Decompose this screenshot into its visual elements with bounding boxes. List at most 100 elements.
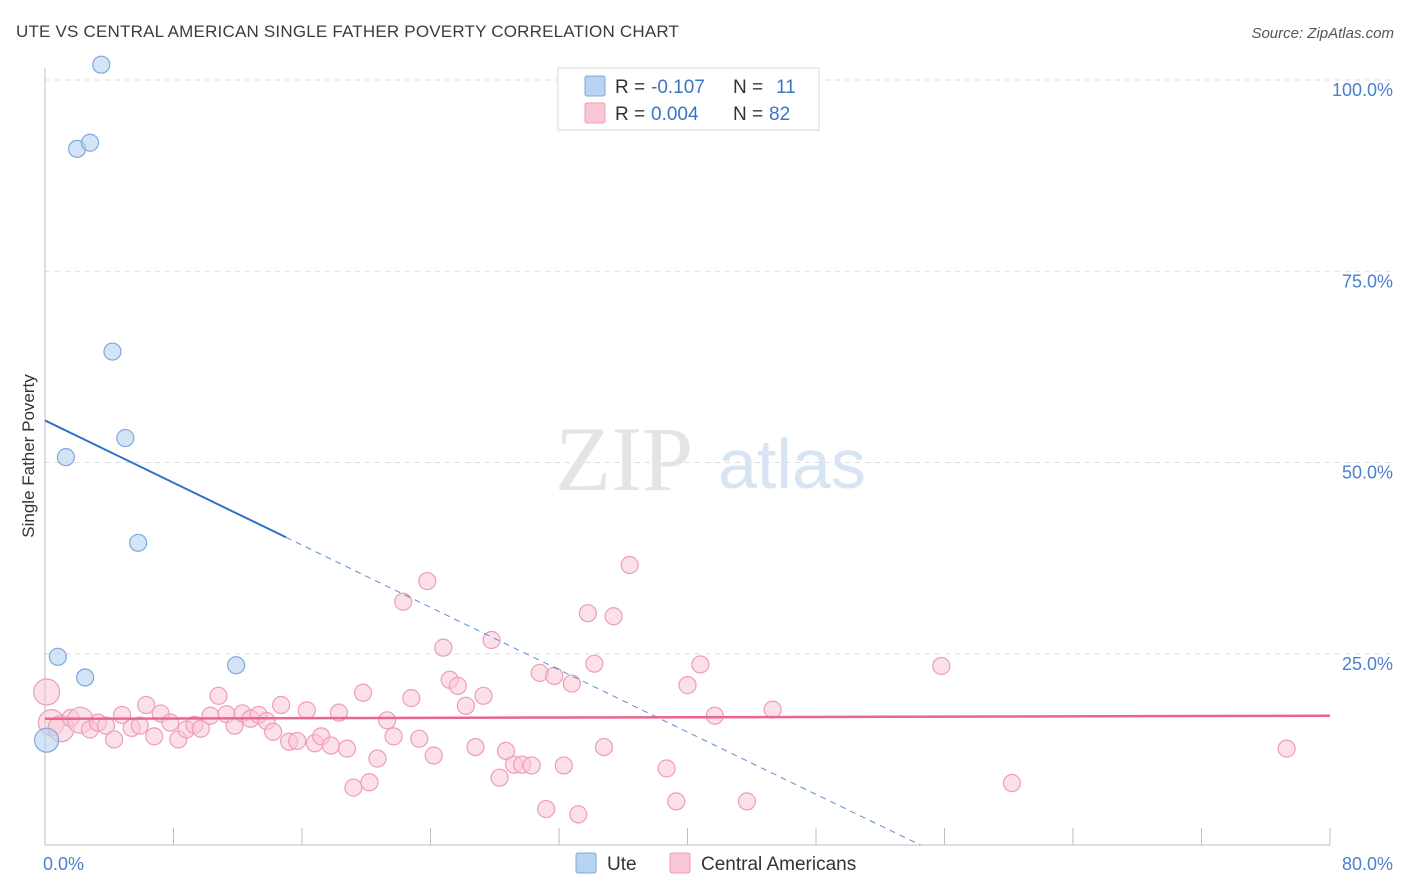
central-americans-point: [545, 666, 564, 686]
watermark: ZIP atlas: [555, 408, 866, 510]
central-americans-point: [691, 655, 710, 674]
central-americans-point: [378, 711, 397, 730]
ute-points: [34, 55, 246, 753]
legend-central-r-value: 0.004: [651, 104, 699, 125]
x-tick-label-max: 80.0%: [1342, 854, 1393, 874]
central-americans-point: [585, 654, 604, 673]
central-americans-point: [522, 756, 541, 775]
legend-central-r-label: R =: [615, 104, 645, 125]
central-americans-point: [1277, 739, 1296, 758]
legend-ute-n-value: 11: [776, 77, 796, 98]
central-americans-point: [418, 571, 437, 591]
central-americans-trend-line: [44, 714, 1331, 721]
central-americans-point: [104, 730, 124, 749]
y-tick-label: 25.0%: [1342, 654, 1393, 674]
central-americans-point: [474, 686, 493, 705]
ute-point: [56, 448, 75, 467]
central-americans-point: [288, 731, 307, 751]
central-americans-point: [201, 706, 220, 725]
central-americans-point: [402, 689, 421, 708]
y-tick-label: 75.0%: [1342, 271, 1393, 291]
legend: R = -0.107 N = 11 R = 0.004 N = 82: [557, 67, 820, 131]
central-americans-point: [932, 656, 951, 676]
central-americans-point: [448, 676, 467, 695]
source-label: Source: ZipAtlas.com: [1251, 25, 1394, 42]
bottom-legend-swatch-ute: [575, 852, 597, 874]
central-americans-point: [678, 676, 697, 695]
legend-ute-r-label: R =: [615, 77, 645, 98]
legend-swatch-ute: [584, 75, 606, 97]
legend-ute-r-value: -0.107: [651, 77, 705, 98]
central-americans-point: [321, 736, 341, 755]
ute-point: [116, 428, 135, 448]
central-americans-point: [1002, 773, 1022, 793]
central-americans-point: [161, 713, 180, 732]
bottom-legend-ute: Ute: [607, 854, 637, 875]
central-americans-point: [604, 607, 623, 626]
chart-title: UTE VS CENTRAL AMERICAN SINGLE FATHER PO…: [16, 22, 680, 41]
central-americans-point: [434, 638, 453, 657]
y-axis-label: Single Father Poverty: [19, 374, 38, 538]
central-americans-point: [456, 696, 475, 715]
ute-point: [48, 647, 67, 666]
central-americans-point: [96, 716, 116, 735]
y-tick-labels: 25.0% 50.0% 75.0% 100.0%: [1332, 80, 1393, 674]
central-americans-point: [263, 722, 283, 741]
legend-ute-n-label: N =: [733, 77, 763, 98]
bottom-legend-central: Central Americans: [701, 854, 856, 875]
ute-point: [92, 55, 111, 74]
central-americans-point: [763, 700, 782, 719]
central-americans-point: [496, 741, 516, 761]
ute-point: [103, 342, 122, 361]
central-americans-point: [537, 799, 556, 819]
central-americans-points: [33, 555, 1296, 824]
central-americans-point: [410, 729, 429, 748]
y-tick-label: 50.0%: [1342, 463, 1393, 483]
legend-central-n-label: N =: [733, 104, 763, 125]
ute-point: [227, 656, 246, 675]
watermark-zip: ZIP: [555, 408, 693, 510]
central-americans-point: [360, 773, 379, 792]
central-americans-point: [578, 604, 598, 623]
central-americans-point: [490, 768, 509, 787]
central-americans-point: [482, 630, 501, 650]
ute-trend-line: [44, 419, 287, 539]
central-americans-point: [344, 778, 363, 797]
ute-point: [76, 668, 95, 687]
central-americans-point: [466, 737, 485, 757]
grid-lines: [45, 79, 1393, 655]
legend-swatch-central: [584, 102, 606, 124]
central-americans-point: [569, 805, 588, 824]
bottom-legend-swatch-central: [669, 852, 691, 874]
central-americans-point: [145, 727, 164, 746]
central-americans-point: [191, 719, 210, 738]
central-americans-point: [209, 686, 228, 705]
y-tick-label: 100.0%: [1332, 80, 1393, 100]
central-americans-point: [130, 716, 149, 735]
central-americans-point: [137, 695, 156, 715]
x-tick-label-min: 0.0%: [43, 854, 84, 874]
bottom-legend: Ute Central Americans: [575, 852, 856, 875]
central-americans-point: [272, 695, 291, 715]
central-americans-point: [33, 678, 61, 706]
central-americans-point: [562, 674, 581, 693]
central-americans-point: [667, 792, 686, 811]
central-americans-point: [394, 592, 413, 611]
central-americans-point: [594, 737, 614, 757]
watermark-atlas: atlas: [718, 425, 866, 503]
ute-point: [34, 727, 60, 753]
central-americans-point: [368, 749, 387, 768]
central-americans-point: [424, 746, 443, 765]
ute-trend-line-extension: [285, 536, 921, 846]
central-americans-point: [554, 756, 573, 775]
central-americans-point: [384, 727, 403, 746]
central-americans-point: [737, 792, 757, 811]
central-americans-point: [620, 555, 639, 575]
central-americans-point: [353, 683, 373, 702]
central-americans-point: [337, 739, 357, 758]
central-americans-point: [297, 701, 316, 720]
x-tick-labels: 0.0% 80.0%: [43, 854, 1393, 874]
ute-point: [129, 533, 148, 552]
ute-point: [80, 133, 100, 152]
